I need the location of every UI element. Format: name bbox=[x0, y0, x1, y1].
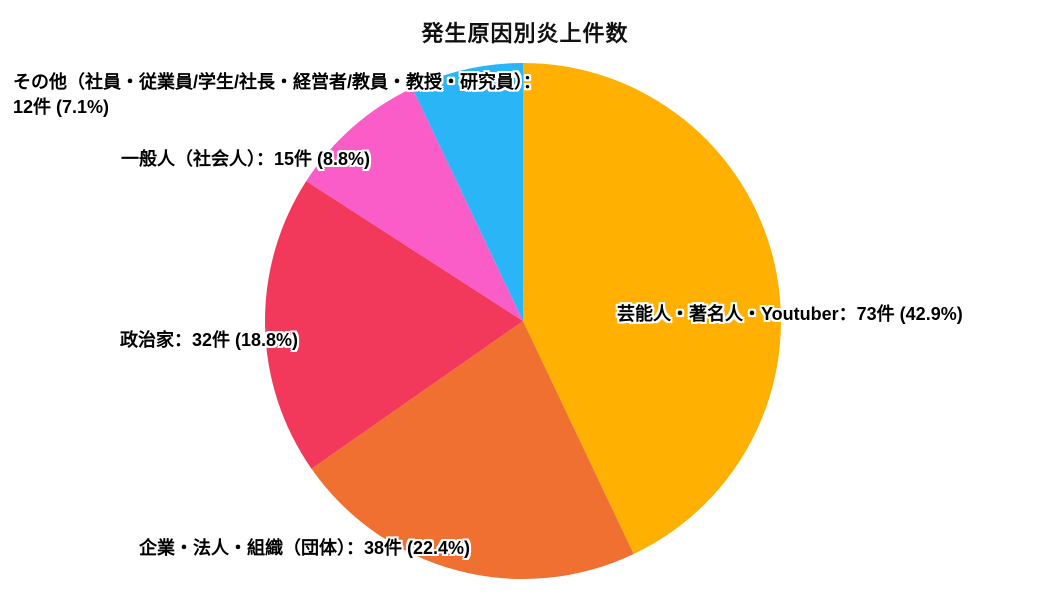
chart-title: 発生原因別炎上件数 bbox=[421, 21, 629, 46]
pie-slice-0 bbox=[523, 63, 782, 555]
slice-label-celebrities: 芸能人・著名人・Youtuber：73件 (42.9%) bbox=[617, 304, 963, 324]
slice-label-companies: 企業・法人・組織（団体）：38件 (22.4%) bbox=[139, 538, 471, 558]
slice-label-politicians: 政治家：32件 (18.8%) bbox=[120, 330, 299, 350]
slice-label-others-line1: その他（社員・従業員/学生/社長・経営者/教員・教授・研究員）： bbox=[13, 72, 541, 92]
pie-chart bbox=[264, 63, 782, 580]
slice-label-general-public: 一般人（社会人）：15件 (8.8%) bbox=[121, 149, 371, 169]
pie-slice-1 bbox=[311, 321, 634, 580]
pie-slice-3 bbox=[306, 87, 523, 322]
pie-slice-4 bbox=[412, 63, 523, 321]
pie-slice-2 bbox=[264, 181, 523, 469]
slice-label-others: その他（社員・従業員/学生/社長・経営者/教員・教授・研究員）： 12件 (7.… bbox=[13, 70, 541, 120]
slice-label-others-line2: 12件 (7.1%) bbox=[13, 97, 110, 117]
